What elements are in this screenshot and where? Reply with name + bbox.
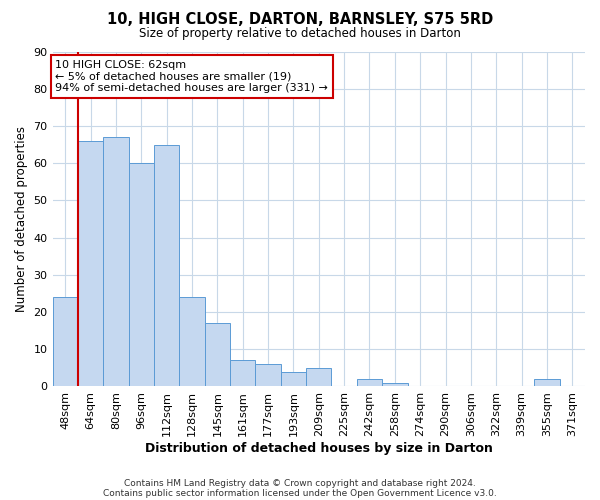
Y-axis label: Number of detached properties: Number of detached properties: [15, 126, 28, 312]
Text: Contains public sector information licensed under the Open Government Licence v3: Contains public sector information licen…: [103, 488, 497, 498]
Bar: [53, 297, 78, 386]
Bar: [306, 368, 331, 386]
Bar: [357, 379, 382, 386]
Bar: [230, 360, 256, 386]
Bar: [281, 372, 306, 386]
Bar: [154, 144, 179, 386]
Bar: [128, 163, 154, 386]
Bar: [382, 382, 407, 386]
Bar: [78, 141, 103, 386]
Bar: [179, 297, 205, 386]
Text: Contains HM Land Registry data © Crown copyright and database right 2024.: Contains HM Land Registry data © Crown c…: [124, 478, 476, 488]
Text: 10 HIGH CLOSE: 62sqm
← 5% of detached houses are smaller (19)
94% of semi-detach: 10 HIGH CLOSE: 62sqm ← 5% of detached ho…: [55, 60, 328, 93]
Text: 10, HIGH CLOSE, DARTON, BARNSLEY, S75 5RD: 10, HIGH CLOSE, DARTON, BARNSLEY, S75 5R…: [107, 12, 493, 28]
Bar: [534, 379, 560, 386]
Text: Size of property relative to detached houses in Darton: Size of property relative to detached ho…: [139, 28, 461, 40]
X-axis label: Distribution of detached houses by size in Darton: Distribution of detached houses by size …: [145, 442, 493, 455]
Bar: [256, 364, 281, 386]
Bar: [103, 137, 128, 386]
Bar: [205, 323, 230, 386]
